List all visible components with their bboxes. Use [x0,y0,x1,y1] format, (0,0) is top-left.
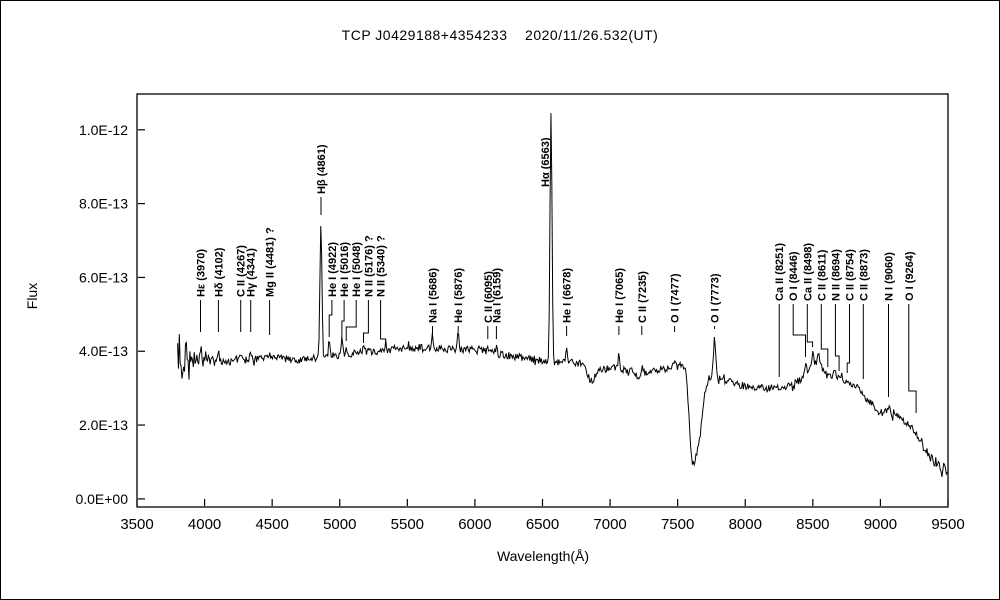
x-tick-label: 6500 [526,516,559,533]
spectral-line-label: Ca II (8251) [774,243,786,301]
spectral-line-label: C II (8754) [844,249,856,301]
y-tick-label: 6.0E-13 [79,269,128,285]
x-tick-label: 7000 [593,516,626,533]
spectral-line-label: He I (4922) [327,242,339,297]
spectral-line-label: Na I (5686) [427,268,439,323]
x-axis-title: Wavelength(Å) [496,548,590,564]
spectrum-trace [177,113,948,478]
spectral-line-marker [846,304,850,373]
y-tick-label: 0.0E+00 [75,491,128,507]
x-tick-label: 8500 [796,516,829,533]
spectral-line-label: He I (5016) [339,242,351,297]
x-tick-label: 5500 [391,516,424,533]
x-tick-label: 6000 [458,516,491,533]
spectral-line-label: Hγ (4341) [246,248,258,297]
spectral-line-label: N II (5340) ? [376,235,388,297]
spectral-line-label: C II (6095) [483,271,495,323]
spectral-line-label: N II (5176) ? [363,235,375,297]
x-tick-label: 9000 [864,516,897,533]
spectral-line-label: Hδ (4102) [213,247,225,297]
spectral-line-label: Hα (6563) [540,137,552,187]
spectral-line-label: C II (7235) [637,271,649,323]
y-tick-label: 2.0E-13 [79,417,128,433]
spectral-line-label: Ca II (8498) [802,243,814,301]
x-tick-label: 4000 [188,516,221,533]
y-tick-label: 8.0E-13 [79,196,128,212]
spectral-line-label: O I (7477) [670,273,682,323]
spectral-line-marker [341,300,345,339]
spectral-line-label: Na I (6159) [491,268,503,323]
spectral-line-label: O I (8446) [788,251,800,301]
spectral-line-marker [380,300,387,346]
y-tick-label: 4.0E-13 [79,343,128,359]
y-tick-label: 1.0E-12 [79,122,128,138]
x-tick-label: 3500 [120,516,153,533]
spectral-line-label: C II (4267) [236,245,248,297]
spectral-line-label: Hβ (4861) [316,144,328,194]
spectral-line-marker [834,304,840,371]
spectral-line-label: He I (6678) [562,268,574,323]
spectral-line-marker [820,304,829,367]
spectral-line-label: C II (8611) [816,249,828,301]
spectral-line-marker [328,300,333,337]
x-tick-label: 8000 [729,516,762,533]
spectral-line-marker [792,304,806,357]
x-tick-label: 5000 [323,516,356,533]
plot-border [136,93,949,508]
spectral-line-label: O I (9264) [904,251,916,301]
spectral-line-marker [363,300,369,343]
x-tick-label: 4500 [255,516,288,533]
spectral-line-label: He I (5048) [351,242,363,297]
spectral-line-label: C II (8873) [858,249,870,301]
spectral-line-label: Hε (3970) [196,249,208,297]
x-tick-label: 9500 [931,516,964,533]
spectral-line-label: He I (5876) [453,268,465,323]
x-tick-label: 7500 [661,516,694,533]
spectral-line-marker [908,304,917,413]
spectral-line-marker [806,304,814,347]
spectral-line-marker [345,300,357,341]
spectral-line-label: He I (7065) [614,268,626,323]
spectral-line-label: O I (7773) [710,273,722,323]
spectral-line-label: N II (8694) [830,249,842,301]
chart-title: TCP J0429188+4354233 2020/11/26.532(UT) [341,27,659,43]
spectral-line-label: N I (9060) [884,252,896,301]
spectral-line-label: Mg II (4481) ? [265,227,277,297]
